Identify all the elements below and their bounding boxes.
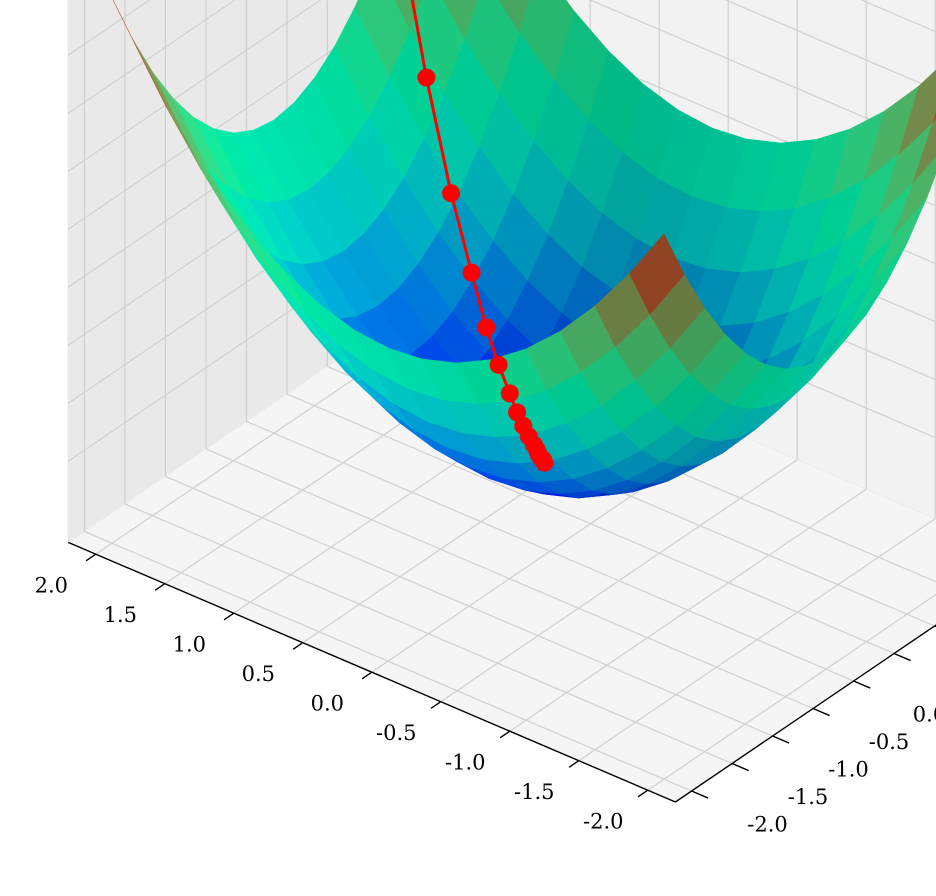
x-tick-label: 1.5 [104, 603, 137, 627]
x-axis-line [67, 541, 676, 803]
surface-patch [464, 0, 520, 93]
x-tick [292, 642, 304, 650]
x-tick [637, 789, 649, 798]
x-tick [361, 671, 373, 680]
surface-patch [442, 0, 478, 39]
descent-path [410, 0, 554, 472]
x-tick-label: -0.5 [376, 721, 417, 745]
y-tick [772, 735, 790, 744]
path-point [489, 355, 508, 374]
x-tick-label: 2.0 [35, 574, 68, 598]
surface-patch [518, 0, 575, 80]
x-tick [499, 730, 511, 739]
path-point [500, 384, 519, 403]
surface-patch [354, 0, 411, 77]
x-tick-label: 0.0 [311, 692, 344, 716]
grid-lines [67, 0, 936, 792]
floor-grid-y [165, 475, 773, 737]
y-tick [691, 790, 709, 799]
x-tick [430, 701, 442, 709]
side-grid-z [67, 0, 236, 114]
x-tick-label: -1.5 [514, 780, 555, 804]
path-point [508, 403, 527, 422]
path-point [477, 318, 496, 337]
path-point [462, 263, 481, 282]
floor-grid-y [246, 420, 854, 682]
y-tick-label: -2.0 [747, 813, 788, 837]
path-point [442, 184, 461, 203]
surface-patch [898, 69, 936, 155]
side-grid-z [67, 0, 151, 56]
y-tick [893, 652, 911, 662]
axis-lines [67, 541, 936, 803]
x-tick-label: -1.0 [445, 751, 486, 775]
surface-patch [932, 111, 936, 123]
surface-patch [498, 0, 530, 33]
floor-grid-y [84, 530, 692, 792]
y-tick [731, 762, 749, 772]
path-point [417, 68, 436, 87]
floor-grid-y [205, 448, 814, 710]
back-grid-z [859, 0, 936, 33]
x-tick-label: 1.0 [173, 633, 206, 657]
surface-patch [629, 233, 685, 315]
floor-grid-y [124, 503, 733, 765]
y-tick-label: -1.0 [828, 758, 869, 782]
y-tick-label: 0.0 [913, 703, 936, 727]
x-tick [223, 612, 235, 621]
surface-patch [112, 0, 168, 109]
x-tick [85, 553, 97, 562]
surface-mesh [112, 0, 936, 499]
tick-labels: -2.0-1.5-1.0-0.50.00.51.01.52.0-2.0-1.5-… [35, 574, 936, 837]
x-tick-label: -2.0 [583, 810, 624, 834]
y-tick [853, 680, 871, 689]
y-tick [812, 707, 830, 717]
floor-grid-y [286, 393, 895, 655]
x-tick-label: 0.5 [242, 662, 275, 686]
y-tick-label: -1.5 [788, 785, 829, 809]
x-tick [568, 760, 580, 768]
side-grid-z [67, 0, 322, 172]
path-point [535, 453, 554, 472]
y-tick-label: -0.5 [869, 730, 910, 754]
x-tick [154, 583, 166, 591]
